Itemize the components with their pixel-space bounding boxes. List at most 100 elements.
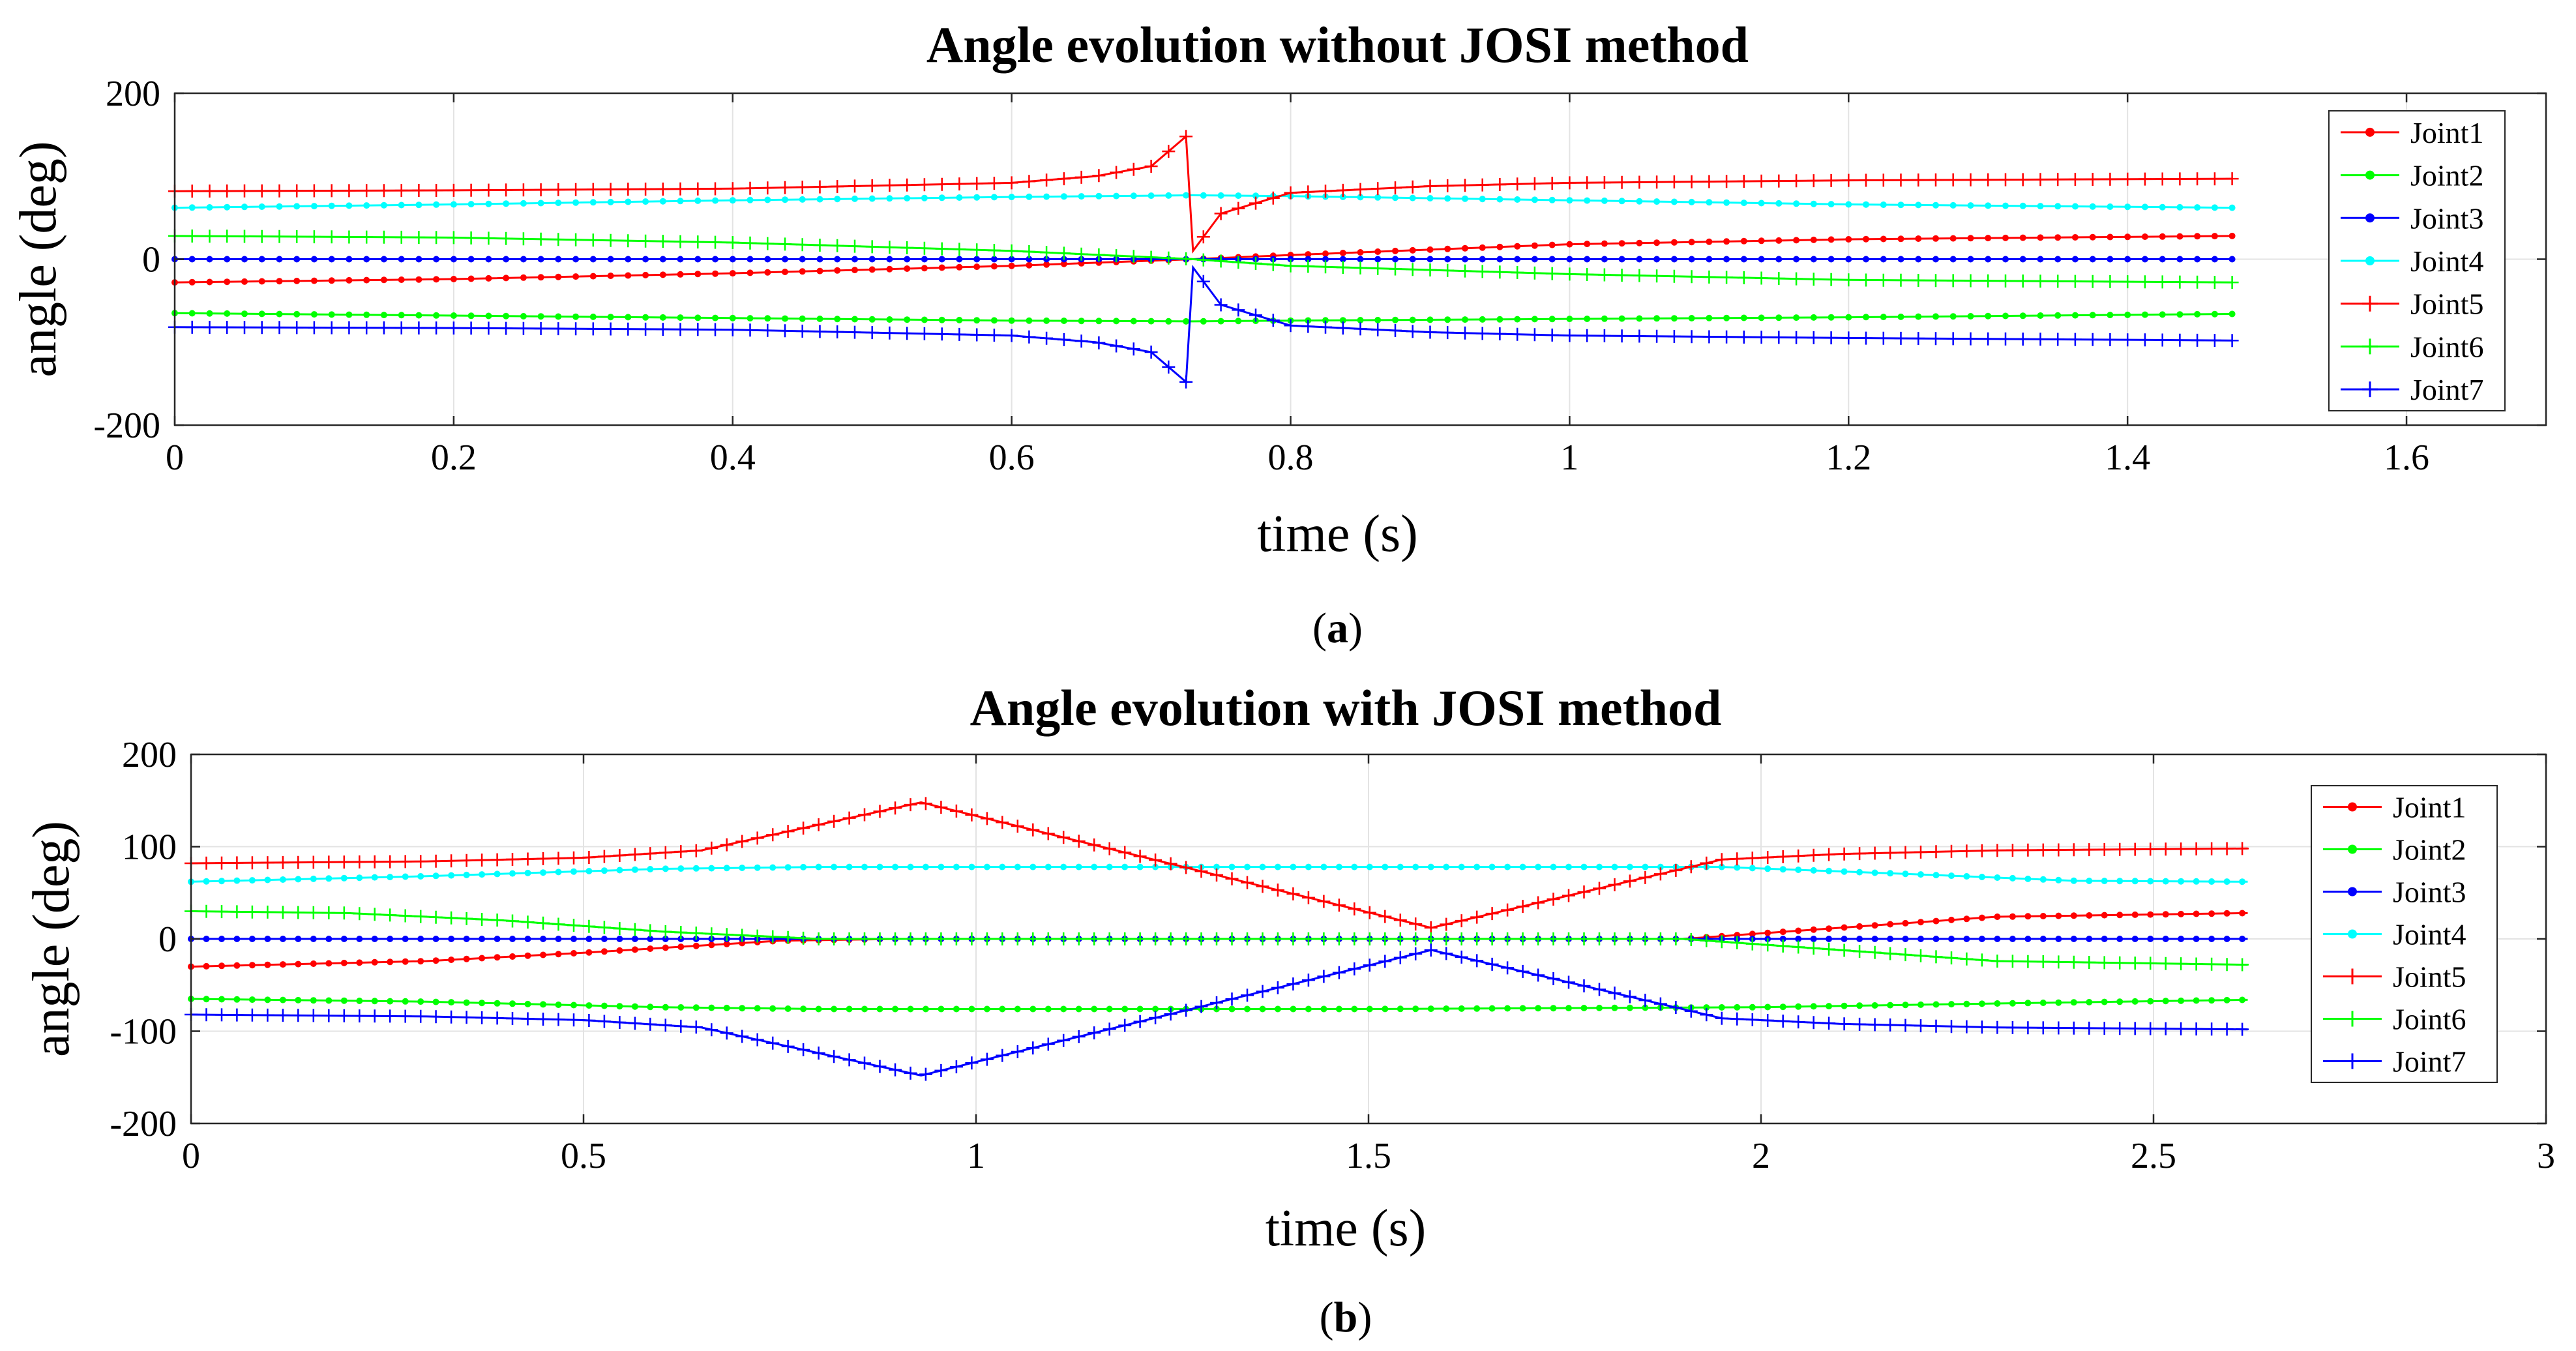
data-point [1351,1005,1358,1013]
data-point [2176,233,2184,240]
data-point [1479,196,1486,203]
data-point [506,914,519,928]
data-point [1894,331,1908,345]
data-point [708,865,715,872]
data-point [1657,863,1664,870]
data-point [692,865,700,872]
data-point [276,310,283,318]
data-point [1351,863,1358,870]
data-point [521,915,535,929]
data-point [2189,957,2203,971]
data-point [475,854,489,867]
data-point [613,922,627,936]
data-point [659,198,666,205]
data-point [1749,930,1756,938]
data-point [677,865,685,872]
data-point [2223,910,2230,917]
data-point [460,1011,473,1024]
data-point [2124,203,2131,211]
data-point [1130,318,1137,325]
data-point [328,277,335,284]
data-point [1623,932,1636,945]
data-point [956,263,963,271]
data-point [1179,1003,1193,1017]
data-point [953,1005,960,1013]
data-point [467,275,475,282]
data-point [516,321,530,335]
data-point [921,194,928,201]
data-point [1999,173,2012,186]
data-point [2071,234,2079,241]
data-point [572,256,580,263]
data-point [293,203,301,210]
data-point [1043,193,1050,200]
data-point [674,182,687,196]
data-point [1981,173,1995,186]
data-point [705,1023,718,1037]
data-point [1946,332,1960,346]
legend-marker [2348,802,2357,812]
data-point [1485,932,1499,945]
data-point [889,801,902,815]
data-point [2162,911,2169,918]
legend-label: Joint7 [2393,1045,2466,1078]
data-point [600,1002,608,1009]
data-point [1764,1003,1771,1011]
data-point [2193,936,2200,942]
data-point [813,325,827,338]
data-point [398,276,405,283]
data-point [600,948,608,955]
data-point [1371,323,1385,336]
data-point [371,936,378,942]
data-point [380,312,387,319]
data-point [509,953,516,960]
data-point [2052,1021,2065,1035]
data-point [1669,863,1683,877]
legend-item-joint6: Joint6 [2323,1003,2466,1036]
data-point [1427,1005,1434,1013]
data-point [1856,936,1863,942]
data-point [1548,316,1556,323]
series-joint6 [168,229,2239,290]
data-point [1978,936,1985,942]
series-markers [185,904,2249,972]
data-point [1991,1020,2004,1034]
data-point [1363,906,1376,919]
data-point [2121,172,2135,186]
data-point [206,310,213,317]
data-point [582,851,596,864]
data-point [572,273,580,280]
data-point [996,932,1009,945]
data-point [485,200,492,207]
data-point [1845,314,1852,321]
data-point [1842,273,1856,287]
data-point [631,866,638,873]
data-point [1638,994,1652,1007]
data-point [264,936,271,942]
data-point [2037,234,2044,241]
data-point [834,256,841,263]
data-point [337,855,351,869]
data-point [694,197,702,204]
data-point [1200,192,1207,199]
data-point [1929,845,1943,859]
data-point [1217,192,1224,199]
data-point [1301,319,1315,333]
data-point [415,312,422,319]
data-point [2019,234,2026,241]
data-point [1545,267,1559,280]
data-point [723,940,730,947]
data-point [1354,183,1367,196]
data-point [1758,256,1765,263]
data-point [1357,317,1364,323]
data-point [432,957,439,964]
data-point [1389,323,1402,337]
x-tick-label: 1.6 [2384,438,2429,478]
data-point [621,322,635,336]
data-point [709,235,722,249]
data-point [1932,256,1939,263]
data-point [769,864,777,871]
data-point [1044,863,1052,870]
data-point [973,256,981,263]
data-point [625,256,632,263]
